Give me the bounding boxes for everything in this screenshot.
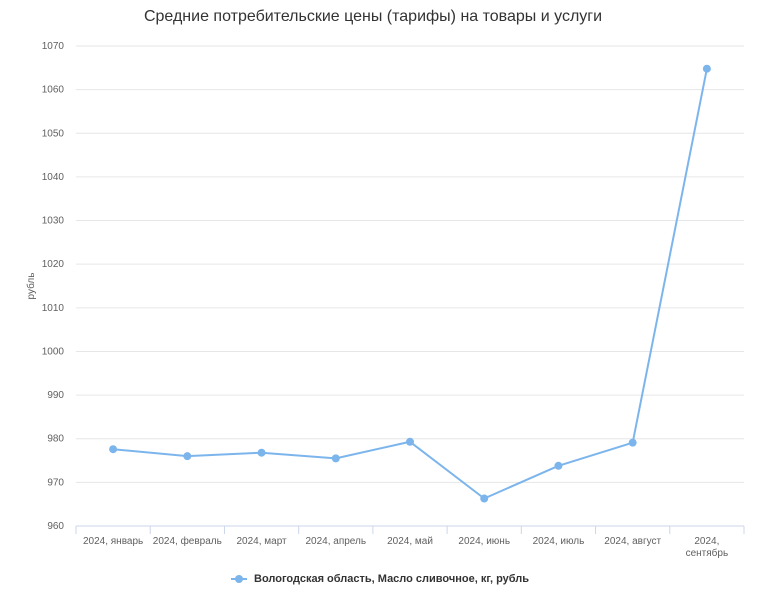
- y-tick-label: 1070: [42, 41, 65, 52]
- y-axis-ticks: 960 970 980 990 1000 1010 1020 1030 1040 1050 1060…: [42, 41, 65, 532]
- data-point[interactable]: [554, 461, 563, 470]
- y-tick-label: 1050: [42, 128, 65, 139]
- y-tick-label: 1030: [42, 216, 65, 227]
- data-point[interactable]: [406, 437, 414, 446]
- y-axis-label: рубль: [25, 273, 37, 300]
- y-tick-label: 1010: [42, 303, 65, 314]
- x-tick-label: 2024, март: [236, 536, 287, 547]
- data-point[interactable]: [257, 448, 266, 457]
- data-point[interactable]: [702, 64, 711, 73]
- y-tick-label: 1020: [42, 259, 65, 270]
- data-point[interactable]: [109, 445, 118, 454]
- y-tick-label: 1000: [42, 346, 65, 357]
- x-tick-label: 2024, сентябрь: [686, 536, 729, 559]
- x-axis: [75, 525, 745, 534]
- x-tick-label: 2024, апрель: [305, 536, 366, 547]
- x-tick-label: 2024, июль: [533, 536, 585, 547]
- legend-swatch: [230, 574, 247, 584]
- data-point[interactable]: [331, 454, 340, 463]
- y-tick-label: 980: [47, 434, 64, 445]
- y-tick-label: 970: [47, 477, 64, 488]
- y-tick-label: 990: [47, 390, 64, 401]
- y-tick-label: 1060: [42, 85, 65, 96]
- x-tick-label: 2024, май: [387, 536, 433, 547]
- data-point[interactable]: [628, 438, 637, 447]
- x-tick-label: 2024, июнь: [458, 536, 510, 547]
- chart-title: Средние потребительские цены (тарифы) на…: [143, 8, 603, 25]
- x-tick-label: 2024, август: [604, 536, 661, 547]
- legend[interactable]: Вологодская область, Масло сливочное, кг…: [0, 573, 760, 585]
- x-tick-label: 2024, январь: [83, 536, 143, 547]
- legend-label: Вологодская область, Масло сливочное, кг…: [254, 573, 530, 585]
- data-point[interactable]: [480, 494, 489, 503]
- y-tick-label: 1040: [42, 172, 65, 183]
- series-layer: [109, 64, 711, 503]
- data-point[interactable]: [183, 452, 192, 461]
- x-tick-label: 2024, февраль: [153, 535, 222, 547]
- x-axis-ticks: 2024, январь 2024, февраль 2024, март 2024,…: [83, 535, 728, 559]
- y-tick-label: 960: [47, 521, 64, 532]
- grid-lines: [76, 45, 744, 483]
